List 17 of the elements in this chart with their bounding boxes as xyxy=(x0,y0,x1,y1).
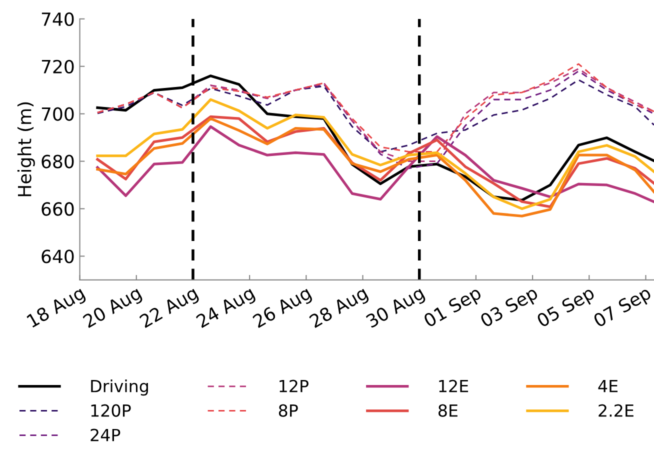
x-tick-label: 07 Sep xyxy=(592,286,654,331)
y-tick-label: 640 xyxy=(42,250,74,264)
legend-label: 4E xyxy=(598,380,618,392)
legend-label: 24P xyxy=(90,428,120,442)
legend-label: 8P xyxy=(278,404,298,417)
y-tick-label: 720 xyxy=(42,60,74,74)
legend-label: 8E xyxy=(438,404,458,417)
y-tick-label: 660 xyxy=(42,202,74,216)
legend-label: 12P xyxy=(280,380,308,392)
y-tick-label: 700 xyxy=(42,107,74,121)
legend-label: 12E xyxy=(439,380,468,392)
y-axis-title: Height (m) xyxy=(17,102,35,196)
y-tick-label: 740 xyxy=(42,12,74,26)
legend-label: 120P xyxy=(91,404,131,417)
y-tick-label: 680 xyxy=(42,154,74,168)
legend-label: 2.2E xyxy=(598,404,634,417)
legend-label: Driving xyxy=(91,380,148,396)
